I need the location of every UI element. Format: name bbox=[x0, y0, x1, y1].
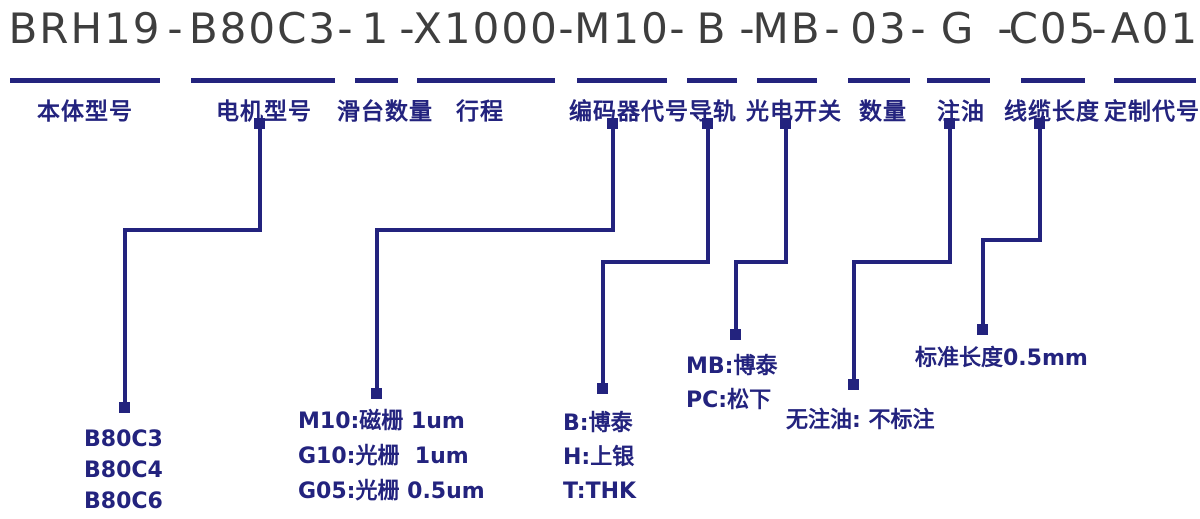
connector-endpoint-icon bbox=[254, 118, 265, 129]
connector-endpoint-icon bbox=[119, 402, 130, 413]
connector-endpoint-icon bbox=[597, 383, 608, 394]
connector-line bbox=[948, 126, 952, 262]
connector-endpoint-icon bbox=[730, 329, 741, 340]
connector-endpoint-icon bbox=[977, 324, 988, 335]
connector-line bbox=[981, 238, 1042, 242]
connector-line bbox=[981, 238, 985, 328]
list-item: MB:博泰 bbox=[686, 354, 778, 379]
segment-underline-oil bbox=[927, 78, 990, 83]
connector-endpoint-icon bbox=[607, 118, 618, 129]
connector-line bbox=[734, 260, 738, 332]
code-segment-oil: G bbox=[940, 4, 976, 53]
connector-line bbox=[123, 228, 127, 406]
code-segment-stroke: X1000 bbox=[413, 4, 559, 53]
connector-line bbox=[601, 260, 605, 386]
code-separator: - bbox=[1091, 4, 1107, 53]
label-photo-switch: 光电开关 bbox=[746, 99, 842, 125]
label-cable-length: 线缆长度 bbox=[1004, 99, 1100, 125]
code-segment-qty: 03 bbox=[850, 4, 908, 53]
connector-line bbox=[852, 260, 856, 382]
list-item: B:博泰 bbox=[563, 411, 633, 436]
connector-endpoint-icon bbox=[848, 379, 859, 390]
list-item: G05:光栅 0.5um bbox=[298, 479, 485, 504]
segment-underline-slides bbox=[355, 78, 398, 83]
list-item: G10:光栅 1um bbox=[298, 444, 469, 469]
code-segment-custom: A01 bbox=[1110, 4, 1200, 53]
segment-underline-encoder bbox=[577, 78, 667, 83]
connector-line bbox=[375, 228, 615, 232]
connector-line bbox=[734, 260, 788, 264]
segment-underline-motor bbox=[191, 78, 335, 83]
connector-line bbox=[852, 260, 952, 264]
connector-endpoint-icon bbox=[1034, 118, 1045, 129]
code-segment-encoder: M10 bbox=[574, 4, 670, 53]
label-encoder-code: 编码器代号 bbox=[569, 99, 689, 125]
code-separator: - bbox=[558, 4, 574, 53]
label-stroke: 行程 bbox=[456, 99, 504, 125]
connector-line bbox=[706, 126, 710, 262]
connector-endpoint-icon bbox=[702, 118, 713, 129]
list-item: PC:松下 bbox=[686, 388, 772, 413]
code-separator: - bbox=[167, 4, 183, 53]
segment-underline-custom bbox=[1114, 78, 1196, 83]
code-segment-motor: B80C3 bbox=[188, 4, 338, 53]
connector-endpoint-icon bbox=[944, 118, 955, 129]
segment-underline-stroke bbox=[417, 78, 555, 83]
connector-endpoint-icon bbox=[371, 388, 382, 399]
label-slide-qty: 滑台数量 bbox=[337, 99, 433, 125]
code-separator: - bbox=[739, 4, 755, 53]
code-segment-rail: B bbox=[696, 4, 728, 53]
code-separator: - bbox=[824, 4, 840, 53]
code-segment-cable: C05 bbox=[1008, 4, 1098, 53]
code-segment-switch: MB bbox=[752, 4, 822, 53]
connector-line bbox=[611, 126, 615, 230]
connector-line bbox=[375, 228, 379, 392]
list-item: H:上银 bbox=[563, 445, 635, 470]
list-item: T:THK bbox=[563, 479, 637, 504]
code-separator: - bbox=[399, 4, 415, 53]
code-separator: - bbox=[337, 4, 353, 53]
segment-underline-rail bbox=[687, 78, 737, 83]
encoder-options-list: M10:磁栅 1um G10:光栅 1um G05:光栅 0.5um bbox=[298, 404, 485, 509]
segment-underline-qty bbox=[848, 78, 910, 83]
label-quantity: 数量 bbox=[859, 99, 907, 125]
rail-options-list: B:博泰 H:上银 T:THK bbox=[563, 407, 636, 509]
code-separator: - bbox=[910, 4, 926, 53]
motor-options-list: B80C3 B80C4 B80C6 bbox=[84, 424, 163, 517]
segment-underline-body bbox=[10, 78, 160, 83]
segment-underline-switch bbox=[757, 78, 817, 83]
code-segment-slides: 1 bbox=[361, 4, 391, 53]
segment-underline-cable bbox=[1021, 78, 1085, 83]
list-item: B80C3 bbox=[84, 427, 163, 452]
list-item: B80C6 bbox=[84, 489, 163, 514]
list-item: B80C4 bbox=[84, 458, 163, 483]
connector-line bbox=[258, 126, 262, 230]
label-guide-rail: 导轨 bbox=[689, 99, 737, 125]
label-custom-code: 定制代号 bbox=[1104, 99, 1200, 125]
connector-line bbox=[123, 228, 262, 232]
code-segment-body: BRH19 bbox=[8, 4, 162, 53]
switch-options-list: MB:博泰 PC:松下 bbox=[686, 350, 777, 418]
oil-note: 无注油: 不标注 bbox=[786, 408, 935, 433]
connector-line bbox=[1038, 126, 1042, 240]
label-body-model: 本体型号 bbox=[37, 99, 133, 125]
code-separator: - bbox=[669, 4, 685, 53]
connector-line bbox=[784, 126, 788, 262]
cable-note: 标准长度0.5mm bbox=[915, 346, 1088, 371]
connector-line bbox=[601, 260, 710, 264]
connector-endpoint-icon bbox=[780, 118, 791, 129]
code-separator: - bbox=[997, 4, 1013, 53]
list-item: M10:磁栅 1um bbox=[298, 409, 465, 434]
